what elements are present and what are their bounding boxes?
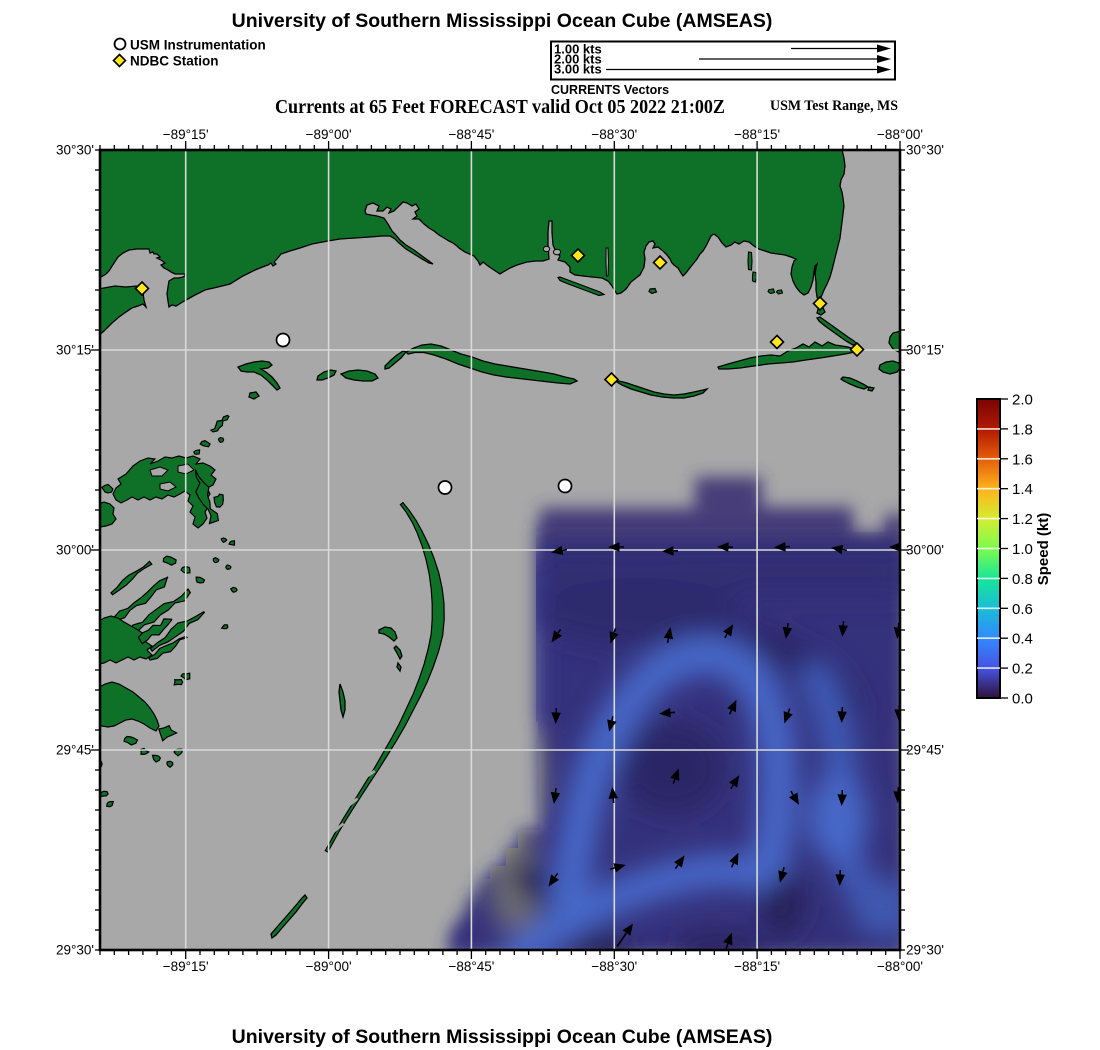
svg-text:−88°30': −88°30' — [591, 127, 637, 142]
svg-text:University of Southern Mississ: University of Southern Mississippi Ocean… — [232, 10, 773, 32]
svg-text:1.4: 1.4 — [1012, 481, 1033, 498]
svg-text:−89°15': −89°15' — [163, 127, 209, 142]
svg-text:30°00': 30°00' — [56, 543, 94, 558]
svg-text:−89°15': −89°15' — [163, 959, 209, 974]
svg-text:−88°00': −88°00' — [877, 959, 923, 974]
svg-text:0.8: 0.8 — [1012, 571, 1033, 588]
svg-text:CURRENTS Vectors: CURRENTS Vectors — [551, 83, 669, 97]
svg-text:1.8: 1.8 — [1012, 421, 1033, 438]
svg-text:1.6: 1.6 — [1012, 451, 1033, 468]
svg-text:University of Southern Mississ: University of Southern Mississippi Ocean… — [232, 1026, 773, 1048]
svg-text:−88°45': −88°45' — [448, 127, 494, 142]
svg-text:0.0: 0.0 — [1012, 691, 1033, 708]
svg-text:30°15': 30°15' — [56, 343, 94, 358]
svg-text:2.00 kts: 2.00 kts — [554, 52, 602, 67]
svg-text:2.0: 2.0 — [1012, 392, 1033, 409]
svg-text:0.2: 0.2 — [1012, 661, 1033, 678]
svg-text:30°30': 30°30' — [56, 143, 94, 158]
svg-text:NDBC Station: NDBC Station — [130, 54, 219, 69]
svg-text:0.4: 0.4 — [1012, 631, 1033, 648]
svg-text:29°30': 29°30' — [906, 943, 944, 958]
svg-text:USM Instrumentation: USM Instrumentation — [130, 38, 266, 53]
svg-text:−88°45': −88°45' — [448, 959, 494, 974]
svg-text:Speed (kt): Speed (kt) — [1035, 513, 1052, 586]
svg-text:30°15': 30°15' — [906, 343, 944, 358]
svg-text:−88°15': −88°15' — [734, 959, 780, 974]
svg-text:1.00 kts: 1.00 kts — [554, 42, 602, 57]
svg-text:29°45': 29°45' — [906, 743, 944, 758]
svg-text:−88°00': −88°00' — [877, 127, 923, 142]
svg-text:30°00': 30°00' — [906, 543, 944, 558]
svg-text:30°30': 30°30' — [906, 143, 944, 158]
svg-text:−89°00': −89°00' — [306, 959, 352, 974]
svg-text:0.6: 0.6 — [1012, 601, 1033, 618]
svg-text:−88°30': −88°30' — [591, 959, 637, 974]
svg-text:29°30': 29°30' — [56, 943, 94, 958]
svg-text:−88°15': −88°15' — [734, 127, 780, 142]
svg-text:Currents at 65 Feet FORECAST v: Currents at 65 Feet FORECAST valid Oct 0… — [275, 97, 725, 118]
svg-text:1.0: 1.0 — [1012, 541, 1033, 558]
svg-text:−89°00': −89°00' — [306, 127, 352, 142]
svg-text:29°45': 29°45' — [56, 743, 94, 758]
svg-text:1.2: 1.2 — [1012, 511, 1033, 528]
svg-text:3.00 kts: 3.00 kts — [554, 62, 602, 77]
svg-text:USM Test Range, MS: USM Test Range, MS — [770, 98, 898, 114]
